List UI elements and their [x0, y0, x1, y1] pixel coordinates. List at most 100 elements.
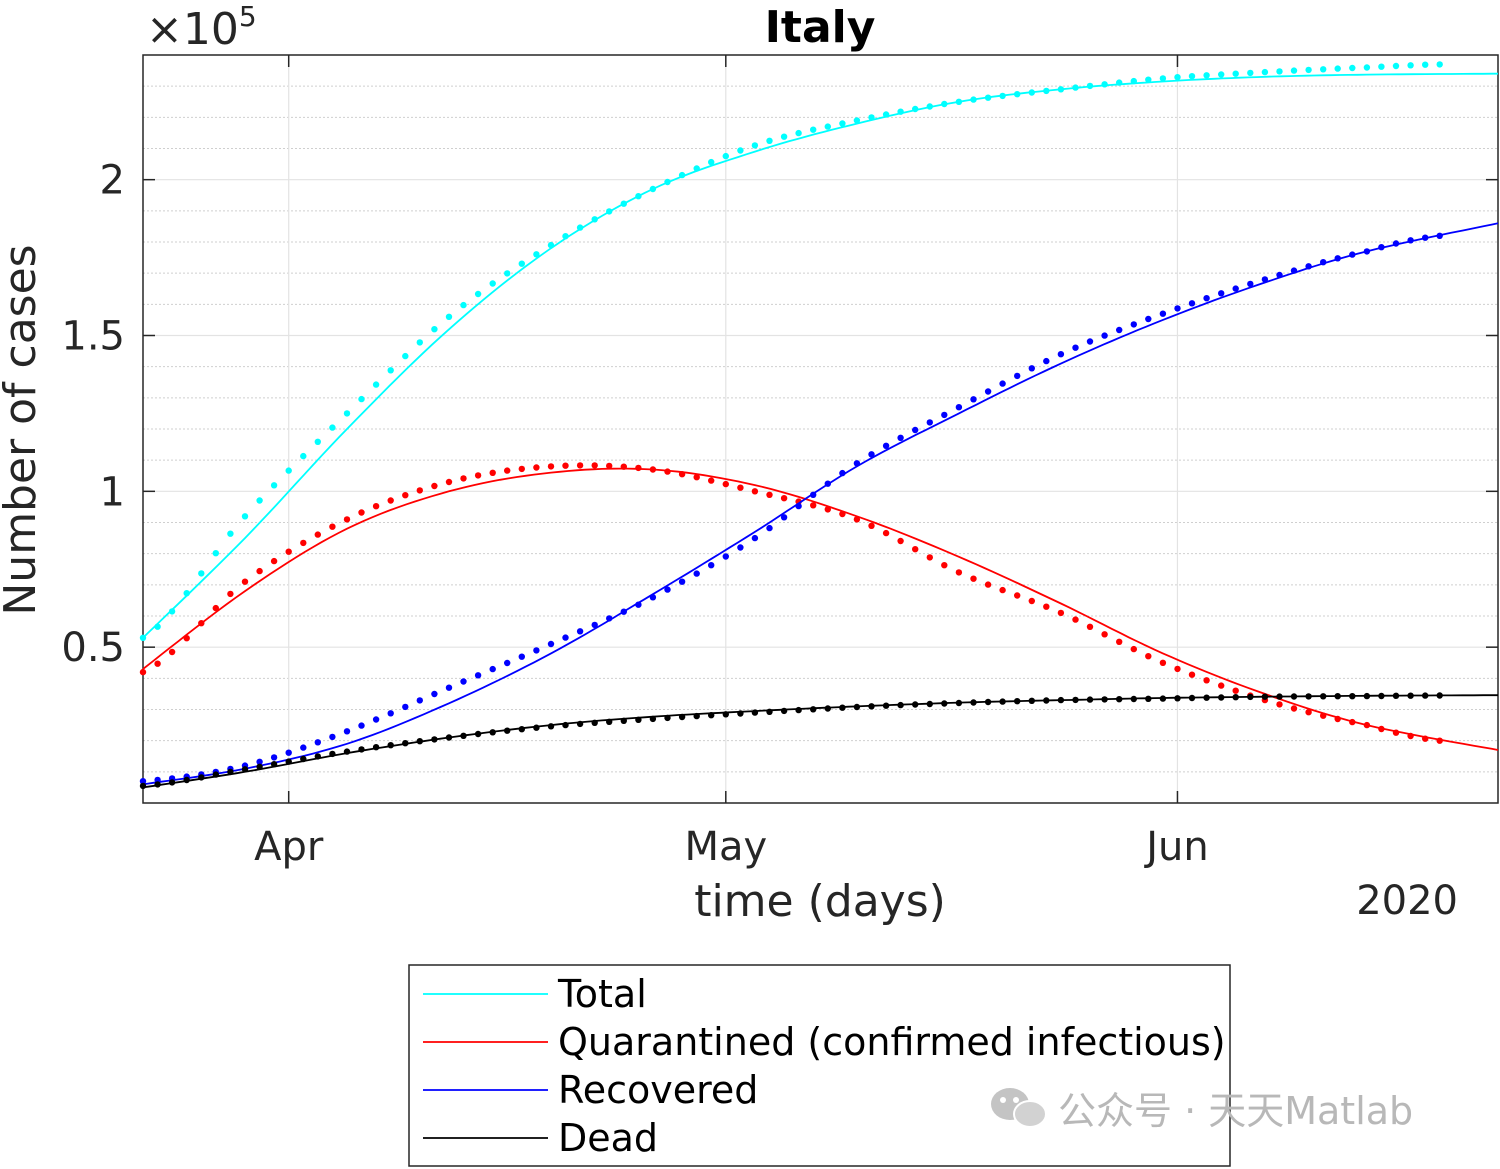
data-point-total	[139, 634, 147, 641]
data-point-dead	[868, 703, 875, 710]
data-point-total	[795, 129, 802, 137]
data-point-recovered	[1116, 326, 1123, 334]
data-point-recovered	[1247, 280, 1254, 288]
data-point-recovered	[839, 469, 846, 477]
data-point-recovered	[1407, 237, 1414, 244]
data-point-dead	[1363, 692, 1371, 700]
data-point-recovered	[693, 570, 700, 577]
data-point-quarantined-confirmed-infectious	[1014, 592, 1021, 599]
data-point-total	[693, 165, 700, 172]
data-point-dead	[1378, 692, 1385, 700]
data-point-total	[1057, 86, 1065, 93]
data-point-recovered	[270, 754, 278, 761]
data-point-recovered	[897, 434, 904, 441]
data-point-total	[285, 467, 292, 474]
data-point-recovered	[970, 396, 977, 403]
data-point-total	[198, 570, 205, 577]
data-point-recovered	[722, 553, 729, 560]
data-point-recovered	[780, 514, 788, 521]
data-point-total	[751, 142, 759, 149]
series-dead	[139, 692, 1498, 790]
y-exponent-power: 5	[239, 0, 257, 33]
data-point-total	[1436, 61, 1443, 68]
data-point-total	[460, 301, 467, 309]
data-point-recovered	[649, 594, 657, 601]
data-point-total	[270, 482, 278, 489]
data-point-total	[227, 530, 234, 537]
data-point-recovered	[591, 621, 598, 629]
data-point-dead	[314, 753, 321, 760]
data-point-quarantined-confirmed-infectious	[780, 495, 788, 502]
data-point-dead	[635, 716, 642, 723]
data-point-recovered	[737, 544, 744, 551]
data-point-recovered	[489, 665, 496, 673]
data-point-total	[1072, 84, 1079, 91]
data-point-dead	[882, 702, 890, 709]
y-axis-label: Number of cases	[0, 244, 46, 615]
data-point-dead	[1159, 695, 1167, 702]
data-point-dead	[912, 701, 919, 708]
data-point-total	[241, 513, 249, 520]
data-point-dead	[1392, 692, 1400, 699]
data-point-recovered	[620, 608, 627, 615]
data-point-dead	[183, 776, 190, 784]
data-point-recovered	[1101, 332, 1108, 339]
data-point-quarantined-confirmed-infectious	[1218, 682, 1225, 689]
minor-grid	[143, 85, 1498, 773]
data-point-quarantined-confirmed-infectious	[1232, 687, 1239, 694]
data-point-total	[839, 120, 846, 127]
data-point-recovered	[1261, 276, 1269, 283]
data-point-recovered	[474, 672, 482, 679]
data-point-recovered	[358, 722, 365, 729]
data-point-quarantined-confirmed-infectious	[1116, 638, 1123, 645]
data-point-dead	[445, 734, 453, 741]
data-point-dead	[1101, 696, 1108, 703]
data-point-dead	[606, 718, 613, 725]
data-point-quarantined-confirmed-infectious	[1392, 729, 1400, 736]
data-point-quarantined-confirmed-infectious	[766, 491, 773, 498]
data-point-total	[547, 241, 555, 249]
data-point-quarantined-confirmed-infectious	[518, 465, 525, 473]
data-point-quarantined-confirmed-infectious	[1086, 623, 1094, 630]
data-point-recovered	[1422, 234, 1429, 241]
data-point-dead	[460, 732, 467, 739]
data-point-recovered	[329, 733, 336, 741]
data-point-recovered	[1159, 310, 1167, 317]
data-point-quarantined-confirmed-infectious	[839, 510, 846, 518]
data-point-dead	[591, 719, 598, 726]
data-point-recovered	[1363, 248, 1371, 255]
data-point-quarantined-confirmed-infectious	[445, 478, 453, 486]
data-point-dead	[402, 740, 409, 747]
data-point-total	[649, 185, 657, 193]
data-point-total	[868, 114, 875, 121]
data-point-quarantined-confirmed-infectious	[635, 464, 642, 472]
data-point-quarantined-confirmed-infectious	[882, 529, 890, 537]
data-point-quarantined-confirmed-infectious	[1422, 735, 1429, 742]
data-point-recovered	[984, 388, 992, 395]
data-point-dead	[1072, 696, 1079, 704]
data-point-quarantined-confirmed-infectious	[853, 516, 861, 523]
y-tick-label: 1.5	[61, 314, 125, 360]
data-point-dead	[1043, 697, 1050, 704]
data-point-total	[926, 103, 933, 110]
data-point-total	[504, 270, 511, 277]
data-point-total	[984, 94, 992, 101]
data-point-quarantined-confirmed-infectious	[1276, 701, 1283, 708]
data-point-quarantined-confirmed-infectious	[1349, 718, 1356, 726]
data-point-dead	[620, 717, 627, 724]
x-tick-labels: Apr May Jun	[254, 824, 1209, 870]
data-point-dead	[984, 698, 992, 706]
data-point-quarantined-confirmed-infectious	[751, 488, 759, 495]
data-point-dead	[329, 750, 336, 758]
data-point-recovered	[868, 451, 875, 458]
data-point-quarantined-confirmed-infectious	[1028, 597, 1036, 605]
data-point-recovered	[810, 491, 817, 498]
data-point-dead	[1422, 692, 1429, 699]
data-point-dead	[285, 758, 292, 765]
data-point-dead	[300, 755, 307, 763]
data-point-dead	[139, 782, 147, 790]
data-point-total	[168, 608, 176, 615]
data-point-total	[882, 111, 890, 118]
data-point-total	[824, 123, 831, 130]
data-point-total	[300, 452, 307, 460]
